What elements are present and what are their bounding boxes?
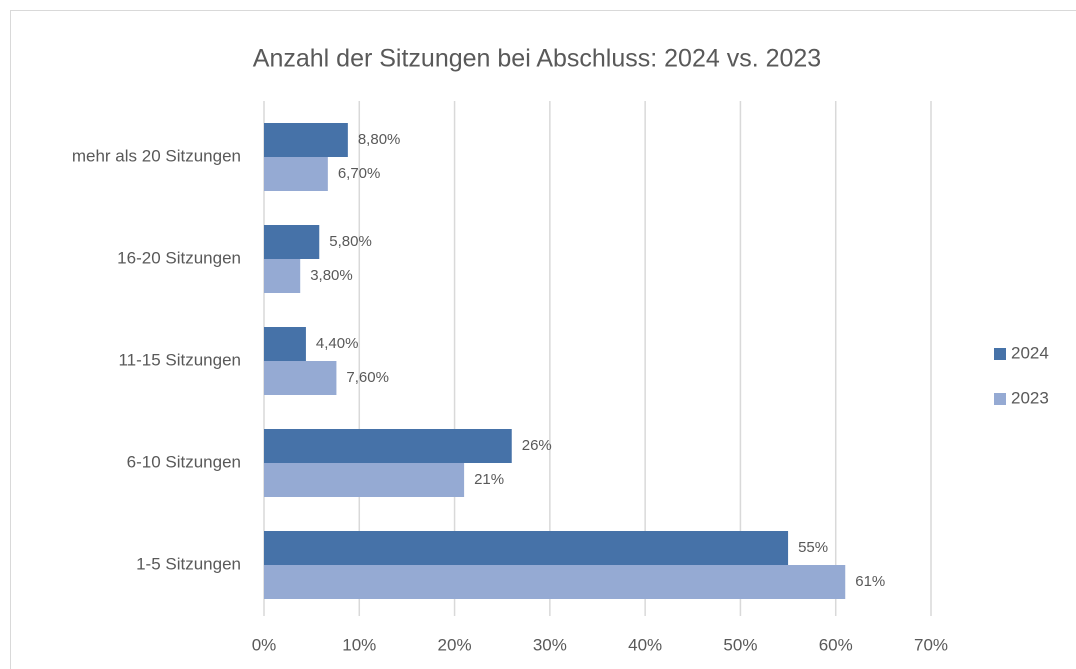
x-tick-label: 20% xyxy=(438,635,472,654)
value-label: 21% xyxy=(474,471,504,488)
legend-swatch xyxy=(994,393,1006,405)
value-label: 61% xyxy=(855,573,885,590)
bar xyxy=(264,361,337,395)
value-label: 3,80% xyxy=(310,267,353,284)
value-label: 4,40% xyxy=(316,335,359,352)
value-label: 6,70% xyxy=(338,165,381,182)
value-label: 55% xyxy=(798,539,828,556)
bar xyxy=(264,327,306,361)
bar xyxy=(264,157,328,191)
x-tick-label: 0% xyxy=(252,635,277,654)
value-label: 8,80% xyxy=(358,131,401,148)
legend-swatch xyxy=(994,348,1006,360)
x-tick-label: 50% xyxy=(723,635,757,654)
legend-label: 2023 xyxy=(1011,388,1049,407)
bar xyxy=(264,259,301,293)
y-tick-label: 11-15 Sitzungen xyxy=(118,350,241,369)
bar xyxy=(264,531,789,565)
x-tick-label: 70% xyxy=(914,635,948,654)
chart-title: Anzahl der Sitzungen bei Abschluss: 2024… xyxy=(253,45,821,73)
bar xyxy=(264,123,348,157)
bar xyxy=(264,429,512,463)
y-tick-label: 6-10 Sitzungen xyxy=(127,452,241,471)
y-tick-label: 1-5 Sitzungen xyxy=(136,554,241,573)
value-label: 5,80% xyxy=(329,233,372,250)
x-tick-label: 40% xyxy=(628,635,662,654)
chart-border xyxy=(10,10,1076,669)
x-tick-label: 10% xyxy=(342,635,376,654)
x-tick-label: 60% xyxy=(819,635,853,654)
legend-label: 2024 xyxy=(1011,343,1049,362)
bar xyxy=(264,463,465,497)
y-tick-label: 16-20 Sitzungen xyxy=(117,248,241,267)
bar xyxy=(264,225,320,259)
x-tick-label: 30% xyxy=(533,635,567,654)
bar xyxy=(264,565,846,599)
y-tick-label: mehr als 20 Sitzungen xyxy=(72,146,241,165)
value-label: 7,60% xyxy=(346,369,389,386)
value-label: 26% xyxy=(522,437,552,454)
